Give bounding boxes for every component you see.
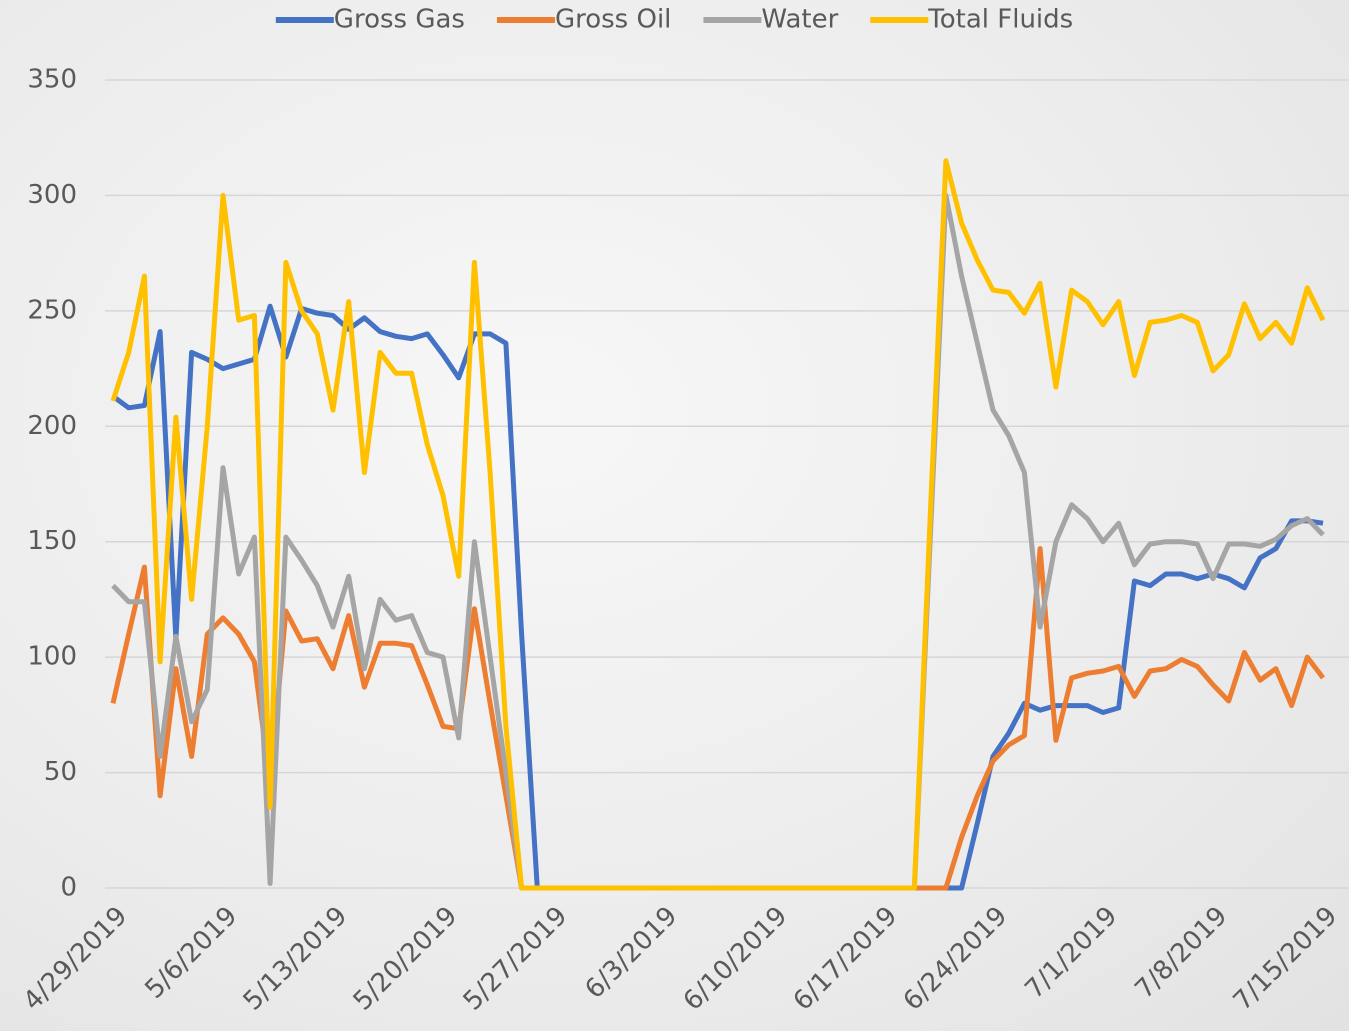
y-tick-label: 200 — [27, 411, 77, 441]
x-tick-label: 6/17/2019 — [788, 901, 903, 1016]
series-line — [110, 546, 1325, 891]
legend-label: Gross Oil — [555, 5, 671, 35]
x-tick-label: 6/10/2019 — [678, 901, 793, 1016]
x-tick-label: 5/27/2019 — [458, 901, 573, 1016]
legend-label: Total Fluids — [927, 5, 1073, 35]
y-tick-label: 150 — [27, 526, 77, 556]
x-tick-label: 6/24/2019 — [898, 901, 1013, 1016]
y-tick-label: 50 — [44, 757, 77, 787]
x-tick-label: 6/3/2019 — [579, 901, 683, 1005]
y-tick-label: 300 — [27, 180, 77, 210]
x-tick-label: 7/8/2019 — [1129, 901, 1233, 1005]
series-line — [110, 158, 1326, 891]
x-tick-label: 4/29/2019 — [18, 901, 133, 1016]
x-tick-label: 5/6/2019 — [139, 901, 243, 1005]
legend-label: Water — [761, 5, 838, 35]
x-tick-label: 5/13/2019 — [238, 901, 353, 1016]
y-tick-label: 250 — [27, 295, 77, 325]
y-tick-label: 350 — [27, 65, 77, 95]
legend: Gross Gas Gross Oil Water Total Fluids — [275, 5, 1073, 35]
y-tick-label: 0 — [60, 873, 77, 903]
x-tick-label: 7/1/2019 — [1019, 901, 1123, 1005]
x-tick-label: 7/15/2019 — [1228, 901, 1343, 1016]
x-tick-label: 5/20/2019 — [348, 901, 463, 1016]
series-line — [111, 303, 1324, 891]
y-tick-label: 100 — [27, 642, 77, 672]
legend-label: Gross Gas — [334, 5, 465, 35]
